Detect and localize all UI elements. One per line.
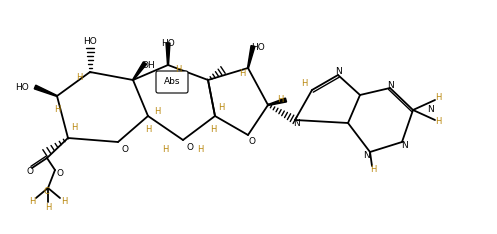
Text: HO: HO [161, 40, 175, 48]
Text: H: H [370, 165, 376, 175]
Text: O: O [121, 146, 129, 154]
Text: C: C [43, 187, 49, 197]
Text: O: O [248, 138, 255, 146]
Text: H: H [45, 204, 51, 212]
Text: O: O [26, 168, 33, 176]
Text: N: N [294, 118, 300, 128]
Text: O: O [186, 143, 193, 153]
Text: H: H [71, 124, 77, 132]
Text: H: H [175, 65, 181, 73]
Text: N: N [364, 150, 370, 160]
Text: HO: HO [251, 43, 265, 51]
Text: HO: HO [83, 37, 97, 47]
Text: H: H [277, 95, 283, 103]
Polygon shape [133, 62, 147, 80]
Text: H: H [54, 106, 60, 114]
Text: O: O [57, 169, 64, 179]
Text: H: H [29, 197, 35, 206]
Text: H: H [197, 146, 203, 154]
Text: Abs: Abs [164, 77, 180, 87]
Text: H: H [239, 69, 245, 78]
Text: H: H [301, 78, 307, 88]
Text: OH: OH [141, 62, 155, 70]
Text: N: N [426, 106, 433, 114]
Polygon shape [34, 85, 57, 96]
Polygon shape [248, 46, 255, 68]
Text: H: H [162, 146, 168, 154]
Text: H: H [218, 103, 224, 113]
Text: H: H [76, 73, 82, 83]
Text: H: H [61, 197, 67, 206]
Text: HO: HO [15, 84, 29, 92]
Polygon shape [268, 98, 287, 106]
Text: N: N [402, 140, 409, 150]
FancyBboxPatch shape [156, 71, 188, 93]
Text: H: H [210, 125, 216, 135]
Polygon shape [166, 43, 170, 65]
Text: N: N [387, 80, 393, 89]
Text: H: H [154, 107, 160, 117]
Text: N: N [334, 67, 341, 77]
Text: H: H [435, 94, 441, 102]
Text: H: H [145, 125, 151, 135]
Text: H: H [435, 117, 441, 127]
